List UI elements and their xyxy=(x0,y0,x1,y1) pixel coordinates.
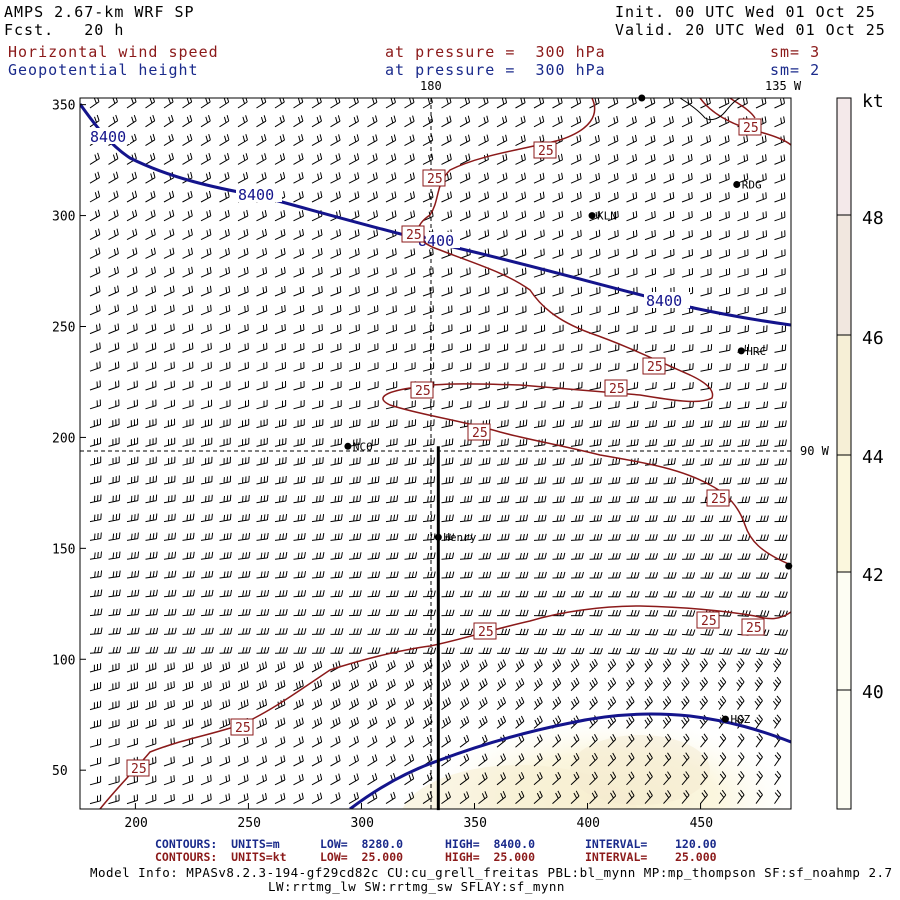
init-time: Init. 00 UTC Wed 01 Oct 25 xyxy=(615,3,876,21)
colorbar-segment xyxy=(837,98,851,215)
lon-label-90w: 90 W xyxy=(800,444,830,458)
contours1-interval: INTERVAL= 120.00 xyxy=(585,837,717,851)
x-tick-label: 350 xyxy=(463,816,486,831)
colorbar-segment xyxy=(837,455,851,572)
forecast-hour: Fcst. 20 h xyxy=(4,21,125,39)
x-tick-label: 450 xyxy=(690,816,713,831)
station-marker xyxy=(588,212,596,220)
colorbar-segment xyxy=(837,215,851,335)
field2-name: Geopotential height xyxy=(8,61,199,79)
wind-barbs xyxy=(89,98,789,805)
colorbar-unit: kt xyxy=(862,91,884,112)
colorbar: kt 48 46 44 42 40 xyxy=(836,91,884,810)
speed-label: 25 xyxy=(131,762,147,777)
model-title: AMPS 2.67-km WRF SP xyxy=(4,3,195,21)
speed-label: 25 xyxy=(746,621,762,636)
speed-label: 25 xyxy=(427,172,443,187)
y-tick-label: 350 xyxy=(52,99,75,114)
y-axis: 50 100 150 200 250 300 350 xyxy=(52,99,86,779)
contours2-low: LOW= 25.000 xyxy=(320,850,404,864)
speed-labels: 25 25 25 25 25 25 25 25 25 25 25 25 25 2… xyxy=(126,118,765,777)
station-label: KLN xyxy=(597,210,617,223)
coastline xyxy=(679,98,741,121)
station-marker xyxy=(434,533,442,541)
station-marker xyxy=(344,442,352,450)
colorbar-label: 46 xyxy=(862,328,884,349)
speed-label: 25 xyxy=(472,426,488,441)
height-label: 8400 xyxy=(418,232,454,250)
contours1-low: LOW= 8280.0 xyxy=(320,837,404,851)
speed-label: 25 xyxy=(478,625,494,640)
field1-name: Horizontal wind speed xyxy=(8,43,219,61)
speed-label: 25 xyxy=(609,382,625,397)
contours2-key: CONTOURS: UNITS=kt xyxy=(155,850,287,864)
speed-label: 25 xyxy=(743,121,759,136)
station-marker xyxy=(733,181,741,189)
model-info: Model Info: MPASv8.2.3-194-gf29cd82c CU:… xyxy=(90,865,893,880)
station-label: HGZ xyxy=(730,713,750,726)
station-label: Henry xyxy=(443,531,476,544)
stations: KLN RDG HRC NCO Henry HGZ xyxy=(344,94,793,726)
wind-barb-field xyxy=(89,98,789,805)
station-label: NCO xyxy=(353,440,373,453)
station-label: RDG xyxy=(742,179,762,192)
model-info-2: LW:rrtmg_lw SW:rrtmg_sw SFLAY:sf_mynn xyxy=(268,879,565,894)
contours2-interval: INTERVAL= 25.000 xyxy=(585,850,717,864)
height-label: 8400 xyxy=(646,292,682,310)
station-label: HRC xyxy=(746,345,766,358)
x-tick-label: 200 xyxy=(124,816,147,831)
valid-time: Valid. 20 UTC Wed 01 Oct 25 xyxy=(615,21,886,39)
station-marker xyxy=(737,347,745,355)
contours1-high: HIGH= 8400.0 xyxy=(445,837,536,851)
height-label: 8400 xyxy=(90,128,126,146)
field1-smoothing: sm= 3 xyxy=(770,43,821,61)
y-tick-label: 150 xyxy=(52,542,75,557)
x-tick-label: 400 xyxy=(577,816,600,831)
colorbar-label: 44 xyxy=(862,447,884,468)
plot-frame xyxy=(79,97,792,810)
x-tick-label: 250 xyxy=(237,816,260,831)
y-tick-label: 250 xyxy=(52,320,75,335)
contours2-high: HIGH= 25.000 xyxy=(445,850,536,864)
station-marker xyxy=(721,715,729,723)
x-tick-label: 300 xyxy=(350,816,373,831)
y-tick-label: 50 xyxy=(52,764,68,779)
speed-label: 25 xyxy=(406,228,422,243)
speed-label: 25 xyxy=(647,360,663,375)
lon-label-135w: 135 W xyxy=(765,79,802,93)
y-tick-label: 200 xyxy=(52,431,75,446)
height-label: 8400 xyxy=(238,186,274,204)
field2-level: at pressure = 300 hPa xyxy=(385,61,606,79)
speed-label: 25 xyxy=(415,384,431,399)
speed-label: 25 xyxy=(538,144,554,159)
station-marker xyxy=(785,562,793,570)
lon-label-180: 180 xyxy=(420,79,442,93)
x-axis: 200 250 300 350 400 450 xyxy=(124,803,713,831)
y-tick-label: 300 xyxy=(52,210,75,225)
speed-label: 25 xyxy=(711,492,727,507)
y-tick-label: 100 xyxy=(52,653,75,668)
speed-label: 25 xyxy=(701,614,717,629)
contours1-key: CONTOURS: UNITS=m xyxy=(155,837,280,851)
colorbar-label: 48 xyxy=(862,208,884,229)
field2-smoothing: sm= 2 xyxy=(770,61,821,79)
speed-contours xyxy=(99,98,791,809)
speed-label: 25 xyxy=(235,721,251,736)
colorbar-label: 42 xyxy=(862,565,884,586)
colorbar-segment xyxy=(837,335,851,455)
field1-level: at pressure = 300 hPa xyxy=(385,43,606,61)
colorbar-label: 40 xyxy=(862,682,884,703)
